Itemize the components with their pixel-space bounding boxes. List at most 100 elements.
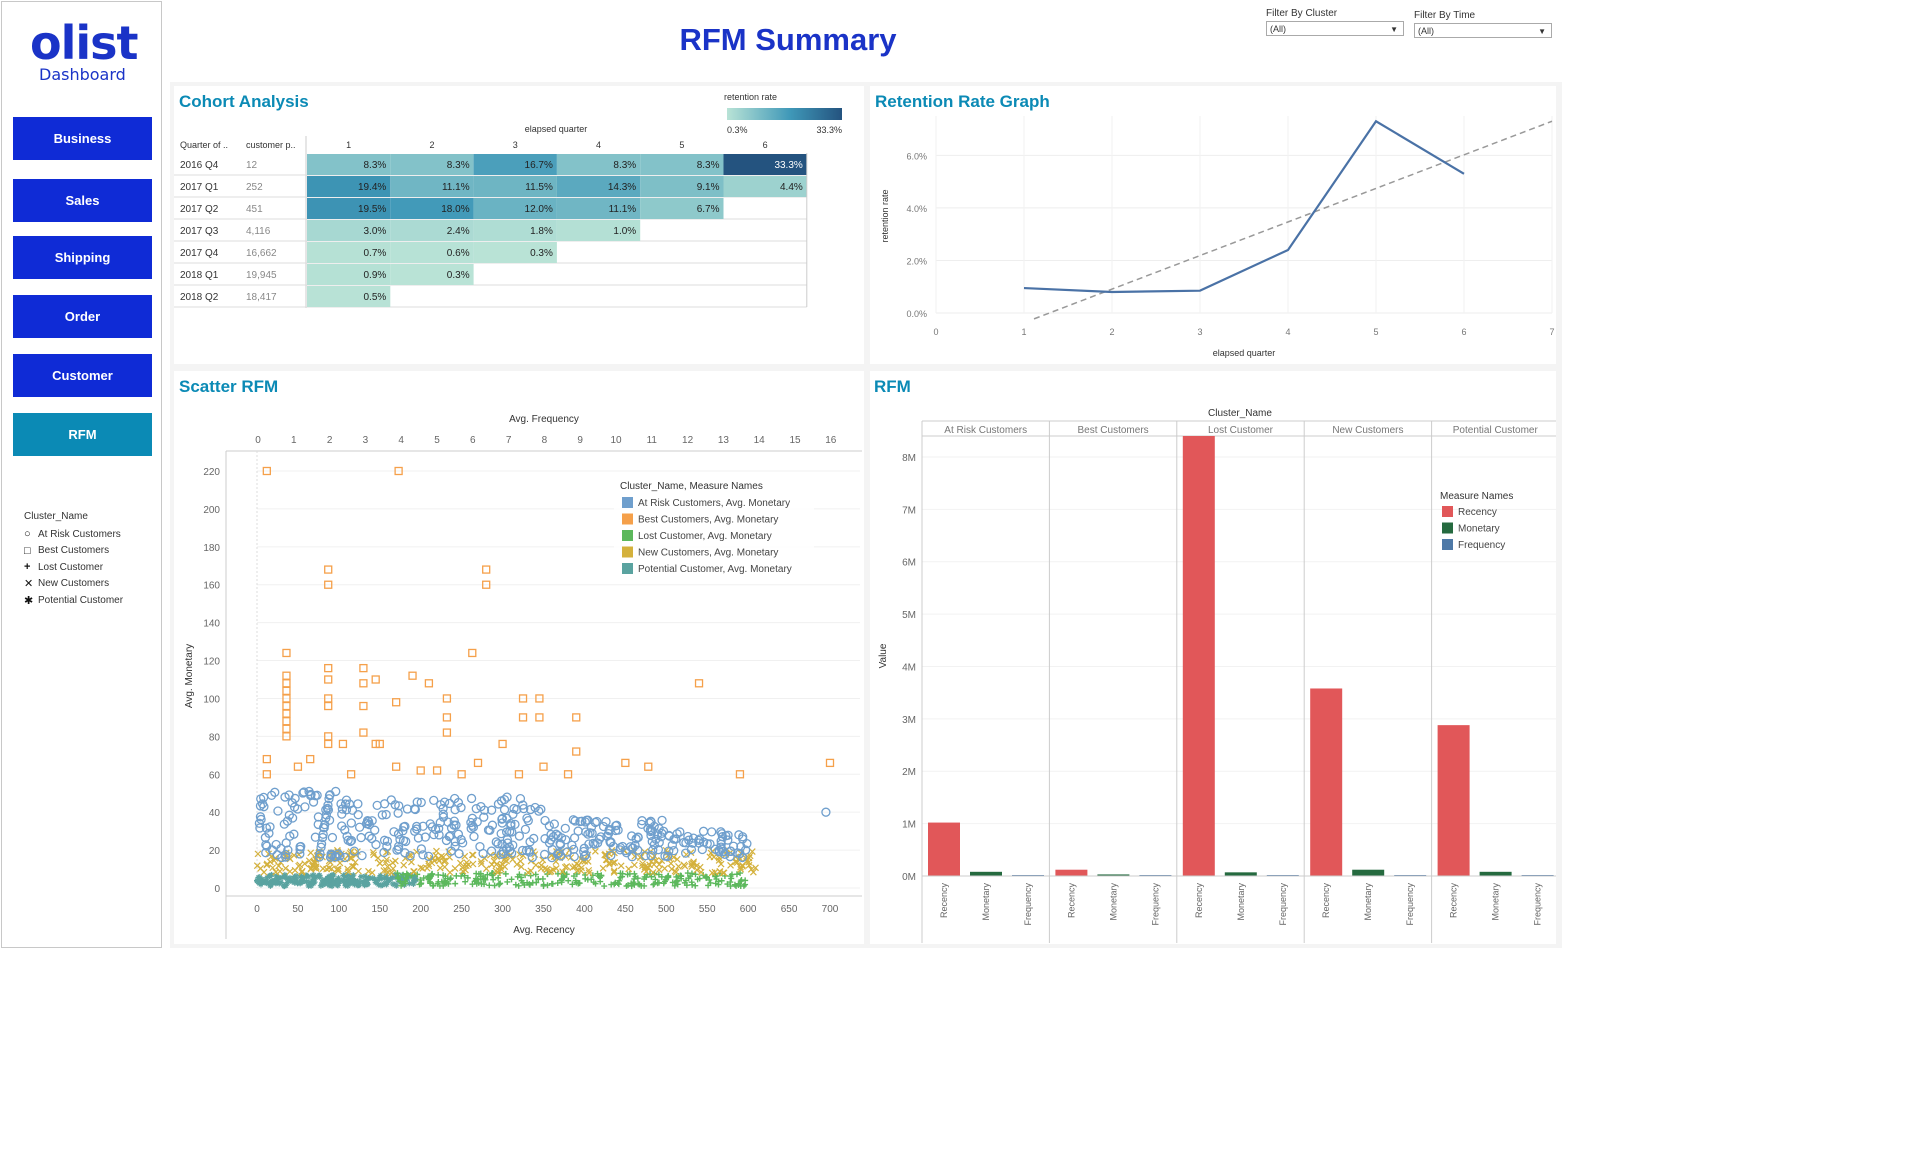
point-at-risk [281,852,291,862]
point-new [441,863,449,871]
point-at-risk [698,826,709,836]
point-at-risk [669,845,679,856]
point-at-risk [508,809,518,819]
point-best [371,675,380,684]
row-customers-label: 4,116 [246,226,271,237]
nav-shipping-button[interactable]: Shipping [13,236,152,279]
logo-subtitle: Dashboard [39,65,126,84]
cluster-legend-item[interactable]: ✱ Potential Customer [24,592,123,609]
filter-time-dropdown[interactable]: (All) ▼ [1414,23,1552,38]
point-potential [406,880,413,887]
cluster-legend-item[interactable]: + Lost Customer [24,559,123,576]
point-lost [533,879,540,886]
nav-sales-button[interactable]: Sales [13,179,152,222]
legend-max-label: 33.3% [816,125,842,135]
heatmap-cell-label: 18.0% [441,204,469,215]
point-at-risk [451,820,461,830]
heatmap-cell [556,176,641,197]
point-at-risk [316,842,326,852]
point-lost [565,877,572,884]
cross-icon: ✕ [24,578,34,591]
point-best [282,686,291,696]
point-new [585,866,593,874]
point-lost [474,876,481,883]
point-at-risk [341,805,352,815]
point-lost [678,875,685,882]
point-potential [266,873,273,880]
point-lost [397,878,404,885]
point-new [334,867,342,875]
point-at-risk [331,786,341,797]
x-axis-title: elapsed quarter [1213,348,1276,358]
cluster-legend-item[interactable]: ✕ New Customers [24,576,123,593]
point-new [286,868,294,875]
column-header: 6 [763,140,768,150]
nav-order-button[interactable]: Order [13,295,152,338]
point-at-risk [570,816,580,826]
retention-panel [870,86,1556,364]
legend-swatch [622,513,633,525]
point-lost [504,878,511,885]
point-new [727,861,734,869]
point-at-risk [633,845,643,855]
point-lost [597,878,604,885]
cluster-legend-item[interactable]: □ Best Customers [24,543,123,560]
y-tick-label: 0M [902,872,916,883]
point-lost [737,878,744,885]
point-potential [258,877,265,884]
cluster-legend-label: Lost Customer [38,561,104,573]
filter-cluster-dropdown[interactable]: (All) ▼ [1266,21,1404,36]
point-new [644,863,652,871]
x2-tick-label: 10 [610,435,622,446]
point-lost [654,880,661,887]
heatmap-cell-label: 14.3% [608,182,636,193]
nav-business-button[interactable]: Business [13,117,152,160]
point-best [324,565,333,574]
point-potential [308,879,315,886]
point-at-risk [613,825,623,835]
point-at-risk [450,837,460,847]
point-new [517,863,525,871]
point-at-risk [592,838,603,848]
point-at-risk [281,849,291,860]
point-best [324,663,333,673]
x-tick-label: 0 [254,904,260,915]
point-new [716,868,724,876]
point-new [745,861,753,869]
bar-recency [1437,725,1470,876]
point-new [389,859,397,867]
point-at-risk [725,851,735,862]
point-best [644,762,653,771]
point-best [392,698,401,707]
point-lost [594,870,601,877]
point-lost [672,879,679,886]
y-tick-label: 60 [209,770,221,781]
heatmap-cell [390,154,474,175]
point-lost [707,879,714,886]
legend-swatch [1442,506,1453,517]
bar-monetary [1352,869,1385,876]
measure-tick-label: Frequency [1278,883,1288,926]
point-new [609,859,617,867]
nav-customer-button[interactable]: Customer [13,354,152,397]
heatmap-cell [390,220,474,241]
heatmap-cell [473,198,557,219]
y-axis-title: Avg. Monetary [184,644,195,708]
point-potential [294,880,301,887]
point-best [324,701,333,711]
point-potential [299,876,306,883]
point-at-risk [364,831,374,841]
x-tick-label: 2 [1109,327,1114,337]
cluster-legend-item[interactable]: ○ At Risk Customers [24,526,123,543]
point-at-risk [602,831,612,841]
nav-rfm-button[interactable]: RFM [13,413,152,456]
heatmap-cell-label: 0.3% [447,270,470,281]
point-at-risk [265,822,275,832]
bar-recency [1182,436,1215,876]
heatmap-cell [307,286,391,307]
point-at-risk [434,830,444,840]
point-new [376,859,384,867]
point-lost [611,881,618,888]
point-lost [582,875,589,882]
point-lost [515,882,522,889]
